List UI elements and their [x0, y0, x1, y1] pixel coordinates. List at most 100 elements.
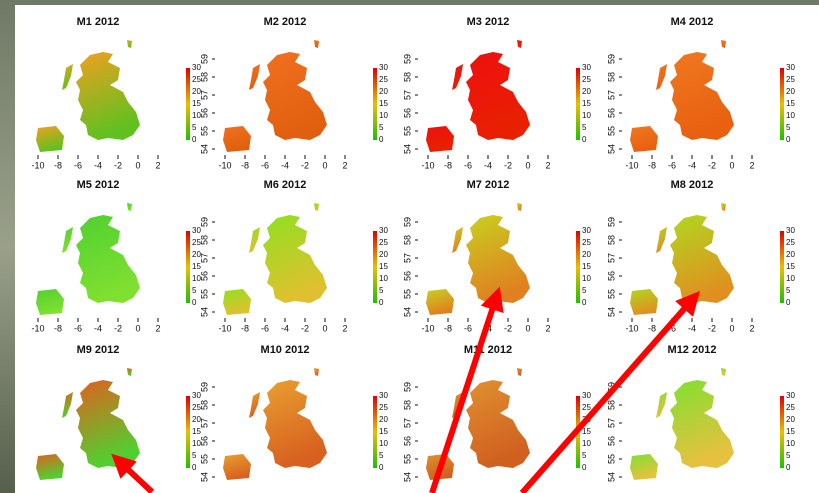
- x-tick-label: -2: [301, 323, 309, 333]
- x-tick-label: 2: [545, 323, 550, 333]
- y-tick-label: 58: [402, 72, 412, 82]
- x-tick-label: -10: [625, 160, 638, 170]
- x-tick-label: -2: [114, 160, 122, 170]
- legend-label: 0: [379, 135, 384, 144]
- y-tick-label: 56: [606, 436, 616, 446]
- x-tick-label: -6: [74, 323, 82, 333]
- legend-label: 0: [582, 298, 587, 307]
- legend-label: 20: [786, 87, 795, 96]
- x-tick-label: -6: [668, 160, 676, 170]
- y-tick-label: 59: [402, 54, 412, 64]
- x-tick-label: -10: [31, 323, 44, 333]
- x-tick-label: 0: [525, 323, 530, 333]
- panel-title: M10 2012: [261, 344, 310, 356]
- x-tick-label: -8: [444, 323, 452, 333]
- x-tick-label: -6: [464, 160, 472, 170]
- legend-label: 20: [786, 250, 795, 259]
- y-tick-label: 55: [402, 126, 412, 136]
- x-tick-label: -4: [94, 323, 102, 333]
- legend-label: 30: [582, 226, 591, 235]
- y-tick-label: 57: [402, 90, 412, 100]
- y-tick-label: 57: [402, 418, 412, 428]
- legend-bar: [780, 396, 784, 468]
- y-tick-label: 54: [402, 307, 412, 317]
- legend-label: 0: [786, 298, 791, 307]
- y-tick-label: 55: [402, 289, 412, 299]
- page: M1 2012-10-8-6-4-202051015202530M2 2012-…: [0, 0, 819, 493]
- x-tick-label: -8: [648, 160, 656, 170]
- y-tick-label: 56: [606, 108, 616, 118]
- legend-label: 25: [582, 75, 591, 84]
- legend-label: 5: [786, 286, 791, 295]
- panel-title: M4 2012: [671, 16, 714, 28]
- legend-label: 0: [379, 298, 384, 307]
- legend-label: 0: [582, 463, 587, 472]
- x-tick-label: -4: [688, 323, 696, 333]
- y-tick-label: 54: [606, 307, 616, 317]
- x-tick-label: -2: [708, 160, 716, 170]
- legend-label: 25: [379, 403, 388, 412]
- legend-label: 5: [786, 123, 791, 132]
- y-tick-label: 56: [199, 108, 209, 118]
- y-tick-label: 55: [606, 454, 616, 464]
- legend-label: 0: [786, 135, 791, 144]
- legend-bar: [780, 68, 784, 140]
- y-tick-label: 56: [402, 271, 412, 281]
- x-tick-label: -6: [261, 160, 269, 170]
- y-tick-label: 58: [199, 235, 209, 245]
- legend-bar: [373, 68, 377, 140]
- x-tick-label: -8: [54, 323, 62, 333]
- legend-bar: [373, 231, 377, 303]
- legend-label: 15: [582, 262, 591, 271]
- y-tick-label: 57: [199, 418, 209, 428]
- legend-label: 20: [582, 87, 591, 96]
- x-tick-label: 2: [155, 323, 160, 333]
- legend-label: 0: [379, 463, 384, 472]
- legend-label: 20: [379, 415, 388, 424]
- x-tick-label: -6: [261, 323, 269, 333]
- x-tick-label: -10: [625, 323, 638, 333]
- legend-label: 10: [786, 439, 795, 448]
- x-tick-label: 0: [322, 160, 327, 170]
- legend-label: 20: [582, 250, 591, 259]
- x-tick-label: 0: [729, 323, 734, 333]
- y-tick-label: 58: [199, 400, 209, 410]
- x-tick-label: -6: [464, 323, 472, 333]
- x-tick-label: -6: [74, 160, 82, 170]
- legend-label: 10: [582, 111, 591, 120]
- y-tick-label: 55: [199, 454, 209, 464]
- legend-label: 10: [379, 111, 388, 120]
- legend-label: 30: [379, 226, 388, 235]
- y-tick-label: 56: [606, 271, 616, 281]
- x-tick-label: 2: [749, 160, 754, 170]
- x-tick-label: 2: [545, 160, 550, 170]
- legend-label: 10: [786, 111, 795, 120]
- legend-bar: [186, 231, 190, 303]
- y-tick-label: 59: [606, 217, 616, 227]
- legend-bar: [780, 231, 784, 303]
- legend-label: 15: [379, 99, 388, 108]
- legend-label: 30: [786, 391, 795, 400]
- y-tick-label: 57: [402, 253, 412, 263]
- y-tick-label: 55: [402, 454, 412, 464]
- figure: M1 2012-10-8-6-4-202051015202530M2 2012-…: [0, 0, 819, 493]
- y-tick-label: 57: [606, 418, 616, 428]
- x-tick-label: 0: [525, 160, 530, 170]
- x-tick-label: -2: [114, 323, 122, 333]
- x-tick-label: -4: [484, 160, 492, 170]
- y-tick-label: 55: [199, 289, 209, 299]
- y-tick-label: 57: [606, 253, 616, 263]
- y-tick-label: 54: [199, 144, 209, 154]
- legend-label: 15: [582, 427, 591, 436]
- legend-bar: [373, 396, 377, 468]
- legend-label: 20: [379, 87, 388, 96]
- y-tick-label: 54: [199, 472, 209, 482]
- legend-label: 25: [582, 403, 591, 412]
- panel-title: M5 2012: [77, 179, 120, 191]
- legend-label: 25: [379, 75, 388, 84]
- legend-label: 15: [786, 427, 795, 436]
- panel-title: M1 2012: [77, 16, 120, 28]
- y-tick-label: 55: [606, 289, 616, 299]
- legend-label: 5: [582, 123, 587, 132]
- x-tick-label: 0: [135, 160, 140, 170]
